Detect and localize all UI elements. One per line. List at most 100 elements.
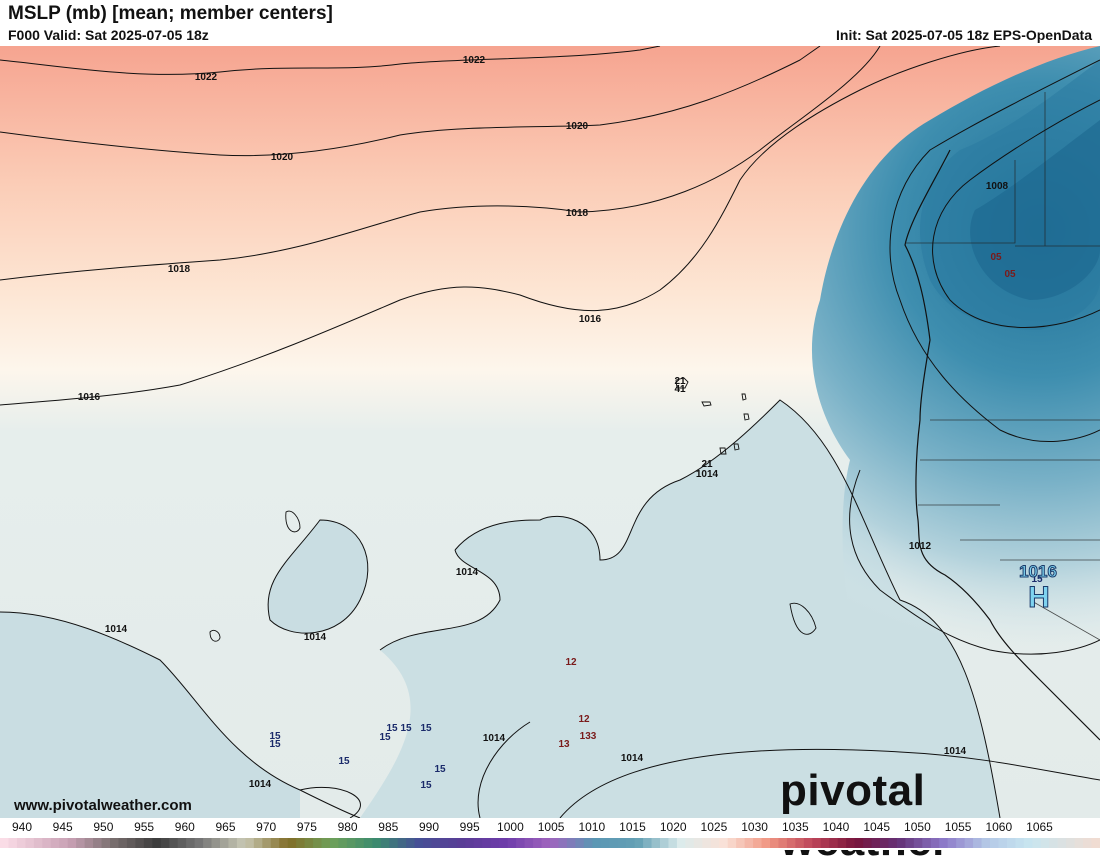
colorbar-swatch — [998, 838, 1008, 848]
colorbar-swatch — [389, 838, 399, 848]
isobar-1014-bottom — [559, 748, 1100, 818]
isobar-label: 1022 — [195, 72, 218, 83]
member-center: 05 — [1004, 269, 1016, 280]
isobar-1014-bottom-left — [299, 786, 361, 818]
colorbar-swatch — [1091, 838, 1100, 848]
colorbar-swatch — [448, 838, 458, 848]
member-center: 21 — [674, 376, 686, 387]
isobar-label: 1014 — [105, 624, 128, 635]
colorbar-swatch — [465, 838, 475, 848]
colorbar-swatch — [59, 838, 69, 848]
island — [741, 393, 747, 401]
colorbar-swatch — [854, 838, 864, 848]
colorbar-tick-label: 1050 — [904, 820, 931, 834]
header: MSLP (mb) [mean; member centers] F000 Va… — [0, 0, 1100, 46]
colorbar-swatch — [990, 838, 999, 848]
member-center: 15 — [386, 723, 398, 734]
member-center: 15 — [1031, 574, 1043, 585]
member-center: 21 — [701, 459, 713, 470]
colorbar-swatch — [1015, 838, 1025, 848]
isobar-label: 1018 — [566, 208, 589, 219]
colorbar-swatch — [660, 838, 669, 848]
colorbar-swatch — [930, 838, 940, 848]
colorbar-swatch — [727, 838, 737, 848]
colorbar-tick-label: 985 — [378, 820, 398, 834]
colorbar-tick-label: 1015 — [619, 820, 646, 834]
colorbar-swatch — [702, 838, 712, 848]
island — [789, 602, 817, 635]
colorbar-tick-label: 970 — [256, 820, 276, 834]
colorbar-swatch — [744, 838, 754, 848]
colorbar-swatch — [736, 838, 746, 848]
colorbar-swatch — [50, 838, 60, 848]
isobar-1014-islands — [477, 721, 531, 818]
colorbar-swatch — [541, 838, 551, 848]
colorbar-swatch — [812, 838, 822, 848]
colorbar-swatch — [414, 838, 424, 848]
colorbar-swatch — [1074, 838, 1084, 848]
colorbar-tick-label: 955 — [134, 820, 154, 834]
colorbar-swatch — [1006, 838, 1016, 848]
member-center: 41 — [674, 384, 686, 395]
colorbar-swatch — [592, 838, 602, 848]
colorbar-swatch — [1023, 838, 1033, 848]
colorbar-swatch — [406, 838, 416, 848]
isobar-label: 1016 — [579, 314, 602, 325]
colorbar-swatch — [346, 838, 356, 848]
colorbar-tick-label: 1055 — [945, 820, 972, 834]
member-center: 133 — [580, 731, 597, 742]
colorbar-swatch — [245, 838, 255, 848]
isobar-1022 — [0, 46, 661, 75]
colorbar-swatch — [719, 838, 729, 848]
colorbar-swatch — [626, 838, 636, 848]
member-center: 15 — [400, 723, 412, 734]
isobar-label: 1014 — [249, 779, 272, 790]
colorbar-swatch — [507, 838, 517, 848]
isobar-label: 1022 — [463, 55, 486, 66]
colorbar-swatch — [795, 838, 805, 848]
colorbar-swatch — [693, 838, 703, 848]
colorbar-tick-label: 1030 — [741, 820, 768, 834]
colorbar-swatch — [676, 838, 686, 848]
colorbar-swatch — [939, 838, 949, 848]
colorbar-swatch — [473, 838, 483, 848]
colorbar-swatch — [490, 838, 500, 848]
colorbar-swatch — [304, 838, 314, 848]
colorbar-swatch — [1032, 838, 1042, 848]
coastline — [904, 149, 1100, 741]
colorbar-swatch — [863, 838, 873, 848]
colorbar-swatch — [42, 838, 52, 848]
pressure-map[interactable]: 1022 1022 1020 1020 1018 1018 1016 1016 … — [0, 46, 1100, 818]
colorbar-tick-label: 940 — [12, 820, 32, 834]
isobar-label: 1020 — [566, 121, 589, 132]
member-center: 15 — [269, 731, 281, 742]
colorbar-swatch — [550, 838, 559, 848]
colorbar-swatch — [143, 838, 153, 848]
colorbar-swatch — [76, 838, 86, 848]
brand-logo: pivotal weather — [780, 766, 949, 865]
isobar-label: 1012 — [909, 541, 932, 552]
isobar-label: 1014 — [456, 567, 479, 578]
colorbar-swatch — [135, 838, 145, 848]
colorbar-swatch — [194, 838, 204, 848]
colorbar-swatch — [837, 838, 847, 848]
colorbar-swatch — [1049, 838, 1059, 848]
colorbar-swatch — [668, 838, 678, 848]
colorbar-tick-label: 965 — [215, 820, 235, 834]
colorbar-swatch — [287, 838, 297, 848]
colorbar-swatch — [947, 838, 957, 848]
isobar-1014-west — [0, 611, 361, 818]
colorbar-swatch — [651, 838, 661, 848]
colorbar-tick-label: 950 — [93, 820, 113, 834]
colorbar-swatch — [643, 838, 653, 848]
init-time: Init: Sat 2025-07-05 18z EPS-OpenData — [836, 27, 1092, 43]
colorbar-tick-label: 1025 — [701, 820, 728, 834]
colorbar-swatch — [913, 838, 923, 848]
colorbar-svg: 940 945 950 955 960 965 970 975 980 985 990 995 1000… — [0, 820, 1100, 848]
colorbar-swatch — [25, 838, 35, 848]
colorbar-tick-label: 1035 — [782, 820, 809, 834]
island — [743, 413, 750, 421]
colorbar-swatch — [431, 838, 441, 848]
colorbar-swatch — [973, 838, 983, 848]
high-center-value: 1016 — [1019, 562, 1057, 581]
